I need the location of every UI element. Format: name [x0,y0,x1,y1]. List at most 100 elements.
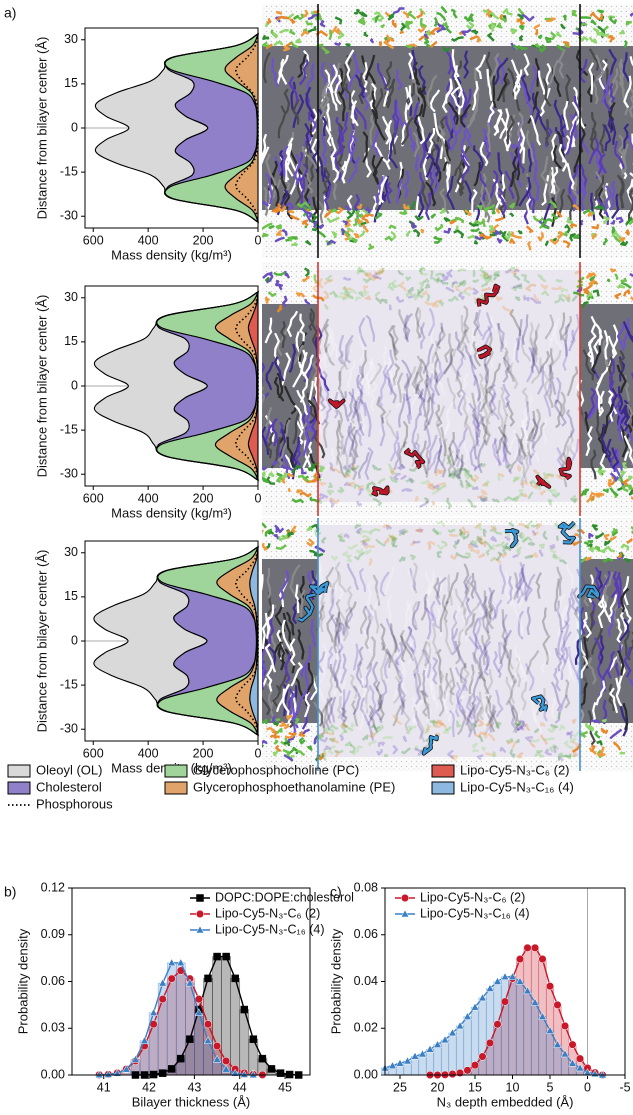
lipid-head [389,231,397,242]
lipid-tail [347,391,354,418]
marker [433,1040,442,1048]
lipid-tail [608,79,619,110]
lipid-tail [564,652,577,683]
lipid-head [337,486,345,494]
marker [213,1041,222,1051]
lipid-head [262,41,270,48]
lipid-head [486,274,493,280]
lipid-head [275,279,280,287]
lipid-tail [412,562,418,594]
lipid-head [580,16,592,20]
lipid-tail [480,596,488,620]
lipid-tail [382,362,398,388]
marker [560,1049,570,1058]
lipid-tail [429,373,436,405]
lipid-tail [558,143,568,172]
lipid-head [405,44,413,49]
y-tick-label: 30 [64,32,78,46]
lipid-head [529,479,539,488]
lipid-tail [340,706,348,729]
lipid-head [623,289,631,297]
probe [536,475,551,488]
lipid-tail [561,606,569,631]
lipid-tail [337,442,343,471]
lipid-tail [445,572,459,605]
lipid-tail [487,122,491,153]
lipid-tail [550,133,557,162]
probe [477,284,500,307]
lipid-head [536,750,543,753]
lipid-tail [317,378,323,406]
lipid-head [595,532,605,540]
lipid-tail [273,376,285,402]
lipid-tail [562,620,570,652]
lipid-head [371,16,385,22]
lipid-tail [326,328,335,359]
lipid-head [278,283,284,291]
lipid-tail [600,423,607,444]
x-tick-label: 0 [255,491,262,505]
lipid-head [479,266,484,274]
lipid-tail [523,423,531,453]
lipid-tail [383,175,389,202]
lipid-head [285,201,295,211]
lipid-head [590,491,605,497]
lipid-head [384,235,394,242]
lipid-tail [550,197,557,227]
lipid-head [304,298,311,306]
lipid-head [446,454,452,465]
lipid-tail [335,598,341,628]
lipid-tail [361,673,372,699]
lipid-tail [262,146,270,165]
lipid-tail [580,655,589,679]
lipid-head [498,229,507,237]
lipid-tail [522,432,540,463]
lipid-tail [434,437,443,474]
lipid-head [609,472,620,482]
lipid-head [414,747,423,753]
lipid-head [501,305,514,315]
lipid-tail [477,671,490,695]
lipid-head [356,530,364,536]
lipid-head [445,25,452,34]
lipid-tail [436,326,446,350]
lipid-head [476,204,483,211]
lipid-tail [359,413,367,439]
lipid-tail [540,156,550,185]
lipid-head [518,489,524,496]
lipid-head [375,296,383,305]
lipid-head [390,534,397,542]
lipid-head [618,236,626,243]
lipid-head [465,21,475,30]
lipid-tail [529,697,537,723]
lipid-head [611,226,616,235]
y-axis-label: Probability density [328,928,343,1034]
lipid-head [490,535,497,542]
lipid-head [346,210,353,220]
lipid-head [319,754,327,762]
lipid-head [588,36,598,44]
y-tick-label: 0.09 [41,927,65,941]
lipid-head [305,20,314,26]
lipid-tail [455,331,465,357]
lipid-tail [323,323,330,353]
lipid-head [405,276,412,282]
lipid-head [330,555,338,561]
lipid-head [564,293,571,300]
lipid-head [328,737,335,743]
lipid-tail [609,117,617,145]
lipid-tail [330,63,340,91]
lipid-head [628,489,633,496]
lipid-tail [489,169,499,199]
lipid-head [402,10,410,19]
lipid-tail [468,664,475,694]
lipid-tail [534,58,540,87]
marker [212,1054,222,1063]
lipid-head [339,292,350,298]
lipid-head [458,528,463,536]
lipid-head [611,531,618,537]
lipid-tail [547,169,556,206]
lipid-tail [525,401,531,431]
lipid-tail [478,691,485,721]
lipid-tail [324,184,332,212]
